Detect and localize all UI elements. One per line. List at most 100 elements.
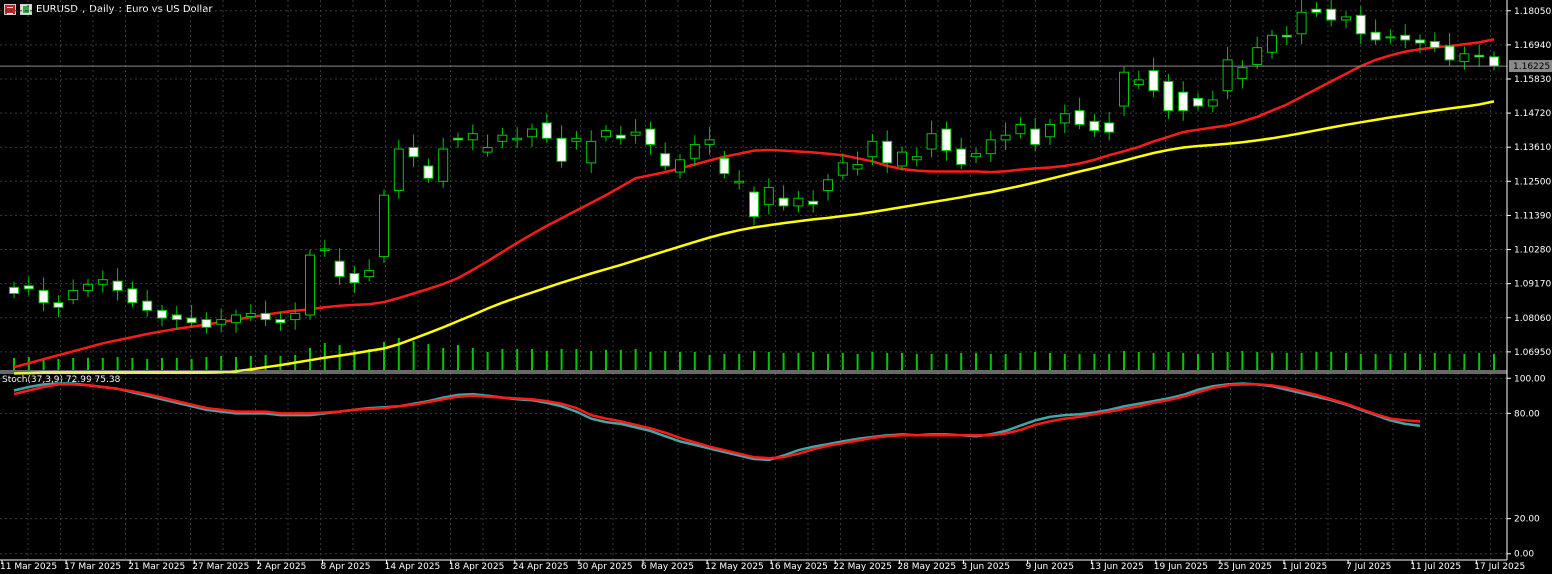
candle-bullish bbox=[1252, 47, 1263, 66]
candle-bearish bbox=[556, 137, 567, 162]
candle-bearish bbox=[171, 314, 182, 321]
candle-bearish bbox=[1444, 45, 1455, 61]
y-tick-label: 1.12500 bbox=[1514, 177, 1551, 187]
candle-bearish bbox=[423, 165, 434, 179]
window-menu-icon[interactable] bbox=[4, 3, 16, 15]
candle-bullish bbox=[290, 312, 301, 321]
candle-bearish bbox=[1104, 122, 1115, 133]
x-tick-label: 19 Jun 2025 bbox=[1154, 562, 1208, 572]
chart-header: EURUSD, Daily: Euro vs US Dollar bbox=[4, 2, 212, 16]
candle-bearish bbox=[749, 191, 759, 218]
candle-bearish bbox=[23, 285, 34, 290]
candle-bullish bbox=[630, 131, 641, 136]
candle-bullish bbox=[793, 197, 804, 207]
candle-bearish bbox=[408, 147, 419, 158]
y-tick-label: 1.18050 bbox=[1514, 7, 1551, 17]
x-tick-label: 22 May 2025 bbox=[833, 562, 892, 572]
candle-bullish bbox=[497, 134, 508, 142]
candle-bearish bbox=[1148, 70, 1159, 92]
candle-bearish bbox=[882, 140, 893, 164]
candle-bullish bbox=[1119, 71, 1129, 107]
candle-bullish bbox=[527, 128, 537, 138]
candle-bearish bbox=[112, 280, 123, 291]
x-tick-label: 3 Jun 2025 bbox=[962, 562, 1010, 572]
candle-bullish bbox=[1133, 79, 1144, 86]
candle-bearish bbox=[778, 197, 789, 207]
candle-bullish bbox=[1385, 36, 1396, 39]
stoch-tick-label: 80.00 bbox=[1514, 409, 1540, 419]
candle-bearish bbox=[127, 288, 138, 304]
x-tick-label: 24 Apr 2025 bbox=[513, 562, 569, 572]
candle-bullish bbox=[823, 179, 833, 192]
x-tick-label: 6 May 2025 bbox=[641, 562, 694, 572]
chart-type-icon[interactable] bbox=[20, 3, 32, 15]
x-tick-label: 8 Apr 2025 bbox=[321, 562, 371, 572]
candle-bullish bbox=[1267, 34, 1277, 53]
description-label: Euro vs US Dollar bbox=[125, 3, 213, 15]
x-tick-label: 21 Mar 2025 bbox=[128, 562, 185, 572]
candle-bullish bbox=[675, 159, 685, 173]
candle-bearish bbox=[1193, 97, 1203, 107]
candle-bearish bbox=[9, 286, 19, 294]
candle-bearish bbox=[645, 128, 656, 145]
y-tick-label: 1.10280 bbox=[1514, 246, 1551, 256]
candle-bullish bbox=[911, 156, 922, 161]
candle-bullish bbox=[379, 194, 389, 258]
candle-bullish bbox=[1059, 113, 1070, 124]
candle-bullish bbox=[467, 133, 478, 141]
candle-bullish bbox=[867, 140, 878, 158]
candle-bearish bbox=[1326, 8, 1337, 21]
candle-bearish bbox=[719, 157, 730, 175]
x-tick-label: 28 May 2025 bbox=[897, 562, 956, 572]
candle-bearish bbox=[1489, 56, 1499, 67]
y-tick-label: 1.08060 bbox=[1514, 314, 1551, 324]
y-tick-label: 1.14720 bbox=[1514, 109, 1551, 119]
candle-bearish bbox=[1281, 34, 1292, 38]
y-tick-label: 1.16940 bbox=[1514, 41, 1551, 51]
candle-bullish bbox=[231, 314, 241, 324]
candle-bearish bbox=[453, 137, 463, 141]
candle-bearish bbox=[1030, 128, 1041, 145]
x-tick-label: 17 Mar 2025 bbox=[64, 562, 121, 572]
candle-bullish bbox=[364, 269, 375, 278]
candle-bullish bbox=[586, 140, 597, 164]
candle-bearish bbox=[1474, 54, 1485, 58]
candle-bullish bbox=[852, 163, 863, 170]
candle-bullish bbox=[689, 143, 700, 159]
x-tick-label: 27 Mar 2025 bbox=[192, 562, 249, 572]
candle-bullish bbox=[319, 248, 330, 251]
y-tick-label: 1.13610 bbox=[1514, 143, 1551, 153]
candle-bullish bbox=[837, 162, 848, 176]
current-price-tag bbox=[1509, 60, 1552, 73]
candle-bullish bbox=[68, 289, 79, 301]
candle-bearish bbox=[142, 300, 153, 311]
candle-bullish bbox=[704, 139, 715, 145]
stochastic-signal-line bbox=[13, 383, 1421, 460]
candle-bullish bbox=[763, 186, 774, 205]
stochastic-label: Stoch(37,3,9) 72.99 75.38 bbox=[2, 375, 121, 385]
candle-bullish bbox=[1237, 67, 1248, 79]
candle-bearish bbox=[334, 260, 345, 278]
y-tick-label: 1.06950 bbox=[1514, 348, 1551, 358]
x-tick-label: 7 Jul 2025 bbox=[1346, 562, 1391, 572]
y-tick-label: 1.09170 bbox=[1514, 280, 1551, 290]
x-tick-label: 18 Apr 2025 bbox=[449, 562, 505, 572]
stochastic-main-line bbox=[13, 382, 1421, 462]
x-tick-label: 9 Jun 2025 bbox=[1026, 562, 1074, 572]
candle-bearish bbox=[349, 273, 360, 284]
candle-bearish bbox=[1370, 31, 1381, 41]
y-tick-label: 1.11390 bbox=[1514, 211, 1551, 221]
stoch-tick-label: 100.00 bbox=[1514, 374, 1546, 384]
x-tick-label: 1 Jul 2025 bbox=[1282, 562, 1327, 572]
y-tick-label: 1.15830 bbox=[1514, 75, 1551, 85]
candle-bullish bbox=[482, 147, 493, 153]
candle-bullish bbox=[1207, 99, 1218, 107]
x-tick-label: 17 Jul 2025 bbox=[1474, 562, 1525, 572]
candle-bullish bbox=[601, 130, 611, 138]
candle-bullish bbox=[1045, 123, 1055, 138]
candle-bearish bbox=[956, 148, 967, 165]
candle-bullish bbox=[1222, 59, 1233, 92]
moving-average-slow bbox=[13, 100, 1495, 375]
candle-bearish bbox=[1429, 40, 1440, 49]
